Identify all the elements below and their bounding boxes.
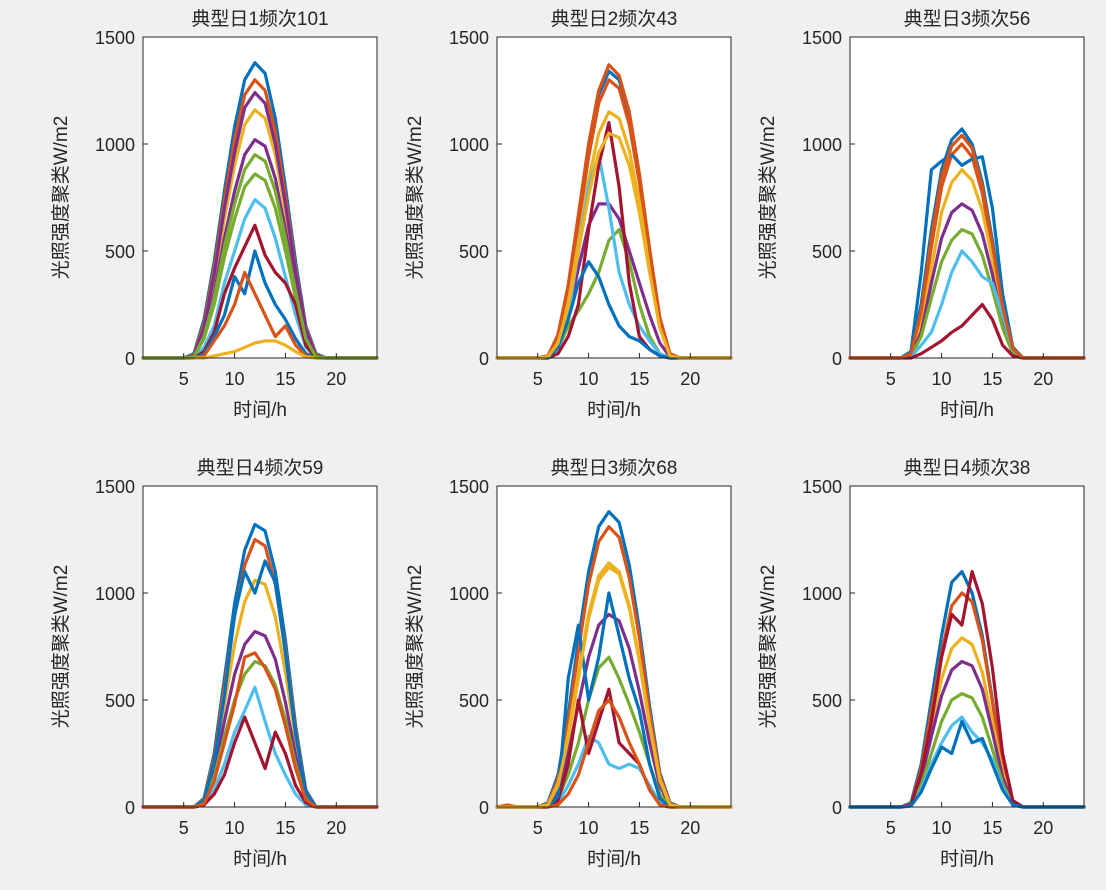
y-tick-label: 500 [459, 242, 489, 262]
y-tick-label: 0 [832, 798, 842, 818]
x-tick-label: 10 [932, 369, 952, 389]
x-tick-label: 15 [982, 369, 1002, 389]
subplot-2: 5 10 15 20 0 500 1000 1500 典型日2频次43 时间/h 光照强度聚类W/m… [404, 8, 733, 421]
plot-area [850, 37, 1084, 358]
subplot-3: 5 10 15 20 0 500 1000 1500 典型日3频次56 时间/h 光照强度聚类W/m… [757, 8, 1086, 421]
x-tick-label: 5 [533, 818, 543, 838]
x-tick-label: 20 [680, 818, 700, 838]
subplot-title: 典型日3频次56 [904, 8, 1031, 30]
axes-frame [849, 485, 1085, 808]
y-tick-label: 0 [125, 349, 135, 369]
y-tick-label: 0 [479, 798, 489, 818]
subplot-4: 5 10 15 20 0 500 1000 1500 典型日4频次59 时间/h 光照强度聚类W/m… [50, 457, 379, 870]
subplot-title: 典型日4频次38 [904, 457, 1031, 479]
y-tick-label: 1500 [449, 477, 489, 497]
x-axis-label: 时间/h [233, 399, 287, 421]
x-tick-label: 15 [982, 818, 1002, 838]
subplot-title: 典型日3频次68 [551, 457, 678, 479]
x-tick-label: 5 [179, 818, 189, 838]
x-tick-label: 15 [275, 818, 295, 838]
y-tick-label: 500 [105, 691, 135, 711]
x-tick-label: 10 [932, 818, 952, 838]
y-tick-label: 500 [105, 242, 135, 262]
subplot-6: 5 10 15 20 0 500 1000 1500 典型日4频次38 时间/h 光照强度聚类W/m… [757, 457, 1086, 870]
subplot-title: 典型日1频次101 [191, 8, 328, 30]
x-tick-label: 20 [326, 369, 346, 389]
plot-area [497, 486, 731, 807]
x-tick-label: 10 [579, 369, 599, 389]
x-axis-label: 时间/h [587, 399, 641, 421]
plot-area [850, 486, 1084, 807]
axes-frame [142, 36, 378, 359]
y-axis-label: 光照强度聚类W/m2 [50, 565, 72, 729]
x-tick-label: 20 [1033, 369, 1053, 389]
y-tick-label: 1500 [95, 28, 135, 48]
y-tick-label: 1000 [802, 135, 842, 155]
y-tick-label: 1500 [95, 477, 135, 497]
axes-frame [496, 36, 732, 359]
y-tick-label: 500 [459, 691, 489, 711]
y-tick-label: 1000 [95, 135, 135, 155]
x-axis-label: 时间/h [940, 399, 994, 421]
y-axis-label: 光照强度聚类W/m2 [757, 116, 779, 280]
y-tick-label: 0 [832, 349, 842, 369]
x-tick-label: 15 [629, 818, 649, 838]
x-axis-label: 时间/h [233, 848, 287, 870]
x-tick-label: 5 [886, 818, 896, 838]
x-tick-label: 10 [225, 369, 245, 389]
axes-frame [142, 485, 378, 808]
y-axis-label: 光照强度聚类W/m2 [757, 565, 779, 729]
x-tick-label: 5 [886, 369, 896, 389]
y-axis-label: 光照强度聚类W/m2 [404, 565, 426, 729]
y-tick-label: 1000 [449, 135, 489, 155]
plot-area [497, 37, 731, 358]
x-tick-label: 20 [680, 369, 700, 389]
subplot-5: 5 10 15 20 0 500 1000 1500 典型日3频次68 时间/h 光照强度聚类W/m… [404, 457, 733, 870]
y-tick-label: 1000 [449, 584, 489, 604]
y-tick-label: 1500 [802, 28, 842, 48]
x-tick-label: 15 [629, 369, 649, 389]
y-tick-label: 0 [479, 349, 489, 369]
subplot-1: 5 10 15 20 0 500 1000 1500 典型日1频次101 时间/h 光照强度聚类W/… [50, 8, 379, 421]
subplot-title: 典型日4频次59 [197, 457, 324, 479]
x-tick-label: 5 [179, 369, 189, 389]
x-tick-label: 20 [1033, 818, 1053, 838]
y-axis-label: 光照强度聚类W/m2 [50, 116, 72, 280]
y-tick-label: 1500 [449, 28, 489, 48]
x-tick-label: 10 [579, 818, 599, 838]
y-tick-label: 0 [125, 798, 135, 818]
subplot-title: 典型日2频次43 [551, 8, 678, 30]
y-axis-label: 光照强度聚类W/m2 [404, 116, 426, 280]
axes-frame [849, 36, 1085, 359]
y-tick-label: 1000 [802, 584, 842, 604]
y-tick-label: 500 [812, 691, 842, 711]
y-tick-label: 500 [812, 242, 842, 262]
x-axis-label: 时间/h [940, 848, 994, 870]
y-tick-label: 1000 [95, 584, 135, 604]
x-axis-label: 时间/h [587, 848, 641, 870]
x-tick-label: 15 [275, 369, 295, 389]
x-tick-label: 20 [326, 818, 346, 838]
y-tick-label: 1500 [802, 477, 842, 497]
axes-frame [496, 485, 732, 808]
x-tick-label: 10 [225, 818, 245, 838]
x-tick-label: 5 [533, 369, 543, 389]
